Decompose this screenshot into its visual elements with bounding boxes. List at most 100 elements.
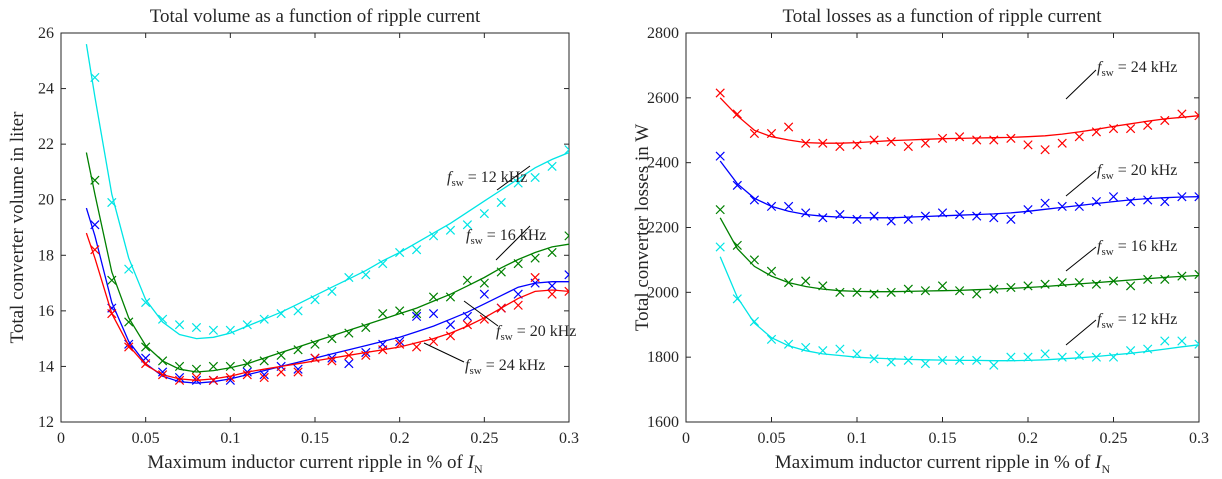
- annotation-label: fsw = 24 kHz: [1097, 59, 1177, 79]
- data-point-marker: [513, 300, 523, 310]
- y-tick-label: 1600: [647, 414, 679, 431]
- data-point-marker: [954, 132, 965, 142]
- data-point-marker: [344, 359, 354, 369]
- data-point-marker: [259, 372, 269, 383]
- data-point-marker: [1074, 277, 1084, 288]
- data-point-marker: [783, 201, 794, 212]
- data-point-marker: [818, 281, 828, 291]
- data-point-marker: [1023, 281, 1033, 291]
- data-point-marker: [378, 345, 388, 355]
- y-tick-label: 2800: [647, 25, 679, 42]
- data-point-marker: [293, 306, 303, 316]
- annotation-label: fsw = 16 kHz: [466, 227, 546, 247]
- data-point-marker: [191, 364, 202, 374]
- data-point-marker: [293, 367, 303, 377]
- data-point-marker: [783, 339, 794, 349]
- data-point-marker: [835, 141, 845, 152]
- data-point-marker: [191, 372, 202, 383]
- data-point-marker: [378, 309, 388, 319]
- data-point-marker: [801, 342, 811, 353]
- series-annotation: fsw = 24 kHz: [1065, 59, 1177, 100]
- data-point-marker: [886, 136, 896, 147]
- data-point-marker: [749, 255, 760, 265]
- chart-panel-2: Total losses as a function of ripple cur…: [632, 6, 1209, 476]
- data-point-marker: [732, 240, 742, 250]
- plot-frame: [60, 32, 570, 423]
- data-point-marker: [886, 357, 896, 367]
- data-point-marker: [361, 270, 371, 280]
- data-point-marker: [766, 128, 777, 139]
- data-point-marker: [141, 359, 151, 369]
- data-point-marker: [972, 135, 982, 145]
- data-point-marker: [1177, 192, 1187, 202]
- data-point-marker: [242, 320, 252, 330]
- data-point-marker: [852, 140, 862, 150]
- data-point-marker: [293, 364, 303, 374]
- data-point-marker: [530, 253, 540, 263]
- data-point-marker: [141, 342, 151, 352]
- data-point-marker: [208, 361, 219, 372]
- annotation-label: fsw = 12 kHz: [447, 169, 527, 189]
- plot-frame: [685, 32, 1200, 423]
- data-point-marker: [1194, 111, 1199, 121]
- series-2: [715, 151, 1199, 226]
- data-point-marker: [344, 350, 354, 360]
- data-point-marker: [90, 245, 100, 255]
- data-point-marker: [937, 355, 948, 366]
- data-point-marker: [174, 375, 185, 385]
- data-point-marker: [972, 355, 982, 366]
- data-point-marker: [972, 289, 982, 299]
- data-point-marker: [1177, 336, 1187, 346]
- data-point-marker: [479, 208, 489, 219]
- series-annotation: fsw = 16 kHz: [1065, 238, 1177, 272]
- data-point-marker: [445, 331, 456, 341]
- data-point-marker: [920, 359, 931, 369]
- series-annotation: fsw = 20 kHz: [463, 300, 576, 343]
- data-point-marker: [766, 201, 777, 212]
- data-point-marker: [411, 342, 422, 352]
- data-point-marker: [989, 135, 999, 145]
- data-point-marker: [496, 197, 506, 208]
- x-axis-label: Maximum inductor current ripple in % of …: [147, 452, 483, 476]
- data-point-marker: [276, 367, 286, 377]
- data-point-marker: [1091, 127, 1102, 137]
- annotation-label: fsw = 24 kHz: [465, 357, 545, 377]
- data-point-marker: [242, 370, 252, 380]
- x-tick-label: 0.25: [470, 430, 498, 447]
- data-point-marker: [1006, 214, 1016, 225]
- data-point-marker: [496, 303, 506, 313]
- data-point-marker: [749, 128, 760, 139]
- data-point-marker: [90, 220, 100, 230]
- data-point-marker: [225, 375, 235, 385]
- y-tick-label: 1800: [647, 349, 679, 366]
- x-tick-label: 0.2: [390, 430, 410, 447]
- annotation-label: fsw = 20 kHz: [1097, 162, 1177, 182]
- data-point-marker: [783, 122, 794, 132]
- series-2: [85, 152, 569, 374]
- data-point-marker: [564, 145, 569, 155]
- data-point-marker: [107, 275, 117, 285]
- x-axis-label: Maximum inductor current ripple in % of …: [775, 452, 1111, 476]
- data-point-marker: [157, 370, 168, 380]
- data-point-marker: [1091, 352, 1102, 362]
- data-point-marker: [547, 161, 557, 171]
- y-tick-label: 16: [38, 303, 54, 320]
- data-point-marker: [801, 208, 811, 218]
- x-tick-label: 0.1: [220, 430, 240, 447]
- data-point-marker: [1057, 277, 1067, 288]
- data-point-marker: [1040, 145, 1050, 155]
- data-point-marker: [344, 328, 354, 338]
- data-point-marker: [361, 322, 371, 333]
- data-point-marker: [1125, 196, 1136, 207]
- data-point-marker: [428, 292, 439, 302]
- data-point-marker: [445, 320, 456, 330]
- y-tick-label: 22: [38, 136, 54, 153]
- data-point-marker: [310, 295, 320, 305]
- data-point-marker: [903, 284, 913, 294]
- data-point-marker: [715, 88, 725, 98]
- data-point-marker: [191, 322, 202, 333]
- data-point-marker: [1177, 271, 1187, 281]
- y-axis-label: Total converter volume in liter: [7, 111, 28, 344]
- data-point-marker: [293, 345, 303, 355]
- data-point-marker: [1160, 115, 1170, 126]
